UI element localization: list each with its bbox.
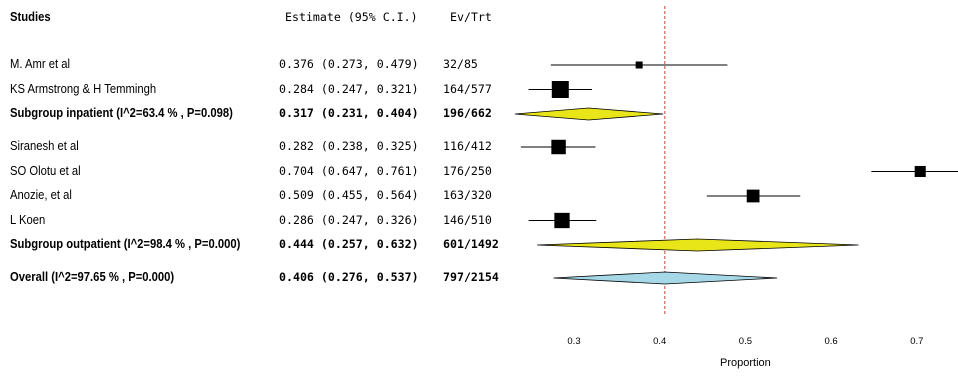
study-ev-trt: 116/412 [443, 139, 492, 153]
header-estimate: Estimate (95% C.I.) [285, 10, 418, 24]
study-marker [914, 165, 926, 178]
study-ev-trt: 163/320 [443, 188, 492, 202]
study-label: L Koen [10, 212, 46, 227]
subgroup-label: Subgroup outpatient (I^2=98.4 % , P=0.00… [10, 237, 241, 251]
study-estimate-text: 0.286 (0.247, 0.326) [279, 212, 419, 227]
study-marker [554, 212, 570, 229]
study-estimate-text: 0.509 (0.455, 0.564) [279, 188, 419, 202]
header-studies: Studies [10, 10, 51, 24]
overall-diamond [553, 271, 778, 285]
x-tick-label: 0.4 [653, 336, 666, 347]
x-tick-label: 0.6 [824, 336, 837, 347]
study-estimate-text: 0.704 (0.647, 0.761) [279, 163, 419, 178]
subgroup-estimate-text: 0.444 (0.257, 0.632) [279, 237, 419, 251]
header-ev-trt: Ev/Trt [450, 10, 492, 24]
study-label: M. Amr et al [10, 57, 71, 71]
subgroup-estimate-text: 0.317 (0.231, 0.404) [279, 106, 419, 120]
overall-ev-trt: 797/2154 [443, 270, 499, 284]
study-ev-trt: 32/85 [443, 57, 478, 71]
study-marker [551, 81, 569, 98]
x-tick-label: 0.7 [910, 336, 923, 347]
study-label: Siranesh et al [10, 139, 79, 153]
study-label: SO Olotu et al [10, 163, 81, 178]
study-label: KS Armstrong & H Temmingh [10, 81, 157, 96]
x-tick-label: 0.5 [739, 336, 752, 347]
subgroup-label: Subgroup inpatient (I^2=63.4 % , P=0.098… [10, 106, 233, 120]
study-estimate-text: 0.282 (0.238, 0.325) [279, 139, 419, 153]
overall-label: Overall (I^2=97.65 % , P=0.000) [10, 270, 175, 284]
overall-estimate-text: 0.406 (0.276, 0.537) [279, 270, 419, 284]
study-marker [635, 61, 643, 69]
subgroup-ev-trt: 601/1492 [443, 237, 499, 251]
study-estimate-text: 0.376 (0.273, 0.479) [279, 57, 419, 71]
study-ev-trt: 146/510 [443, 212, 492, 227]
study-marker [551, 139, 566, 155]
subgroup-ev-trt: 196/662 [443, 106, 492, 120]
subgroup-diamond [537, 238, 859, 252]
x-tick-label: 0.3 [567, 336, 580, 347]
study-ev-trt: 176/250 [443, 163, 492, 178]
study-estimate-text: 0.284 (0.247, 0.321) [279, 81, 419, 96]
study-ev-trt: 164/577 [443, 81, 492, 96]
x-axis-label: Proportion [720, 357, 771, 369]
study-label: Anozie, et al [10, 188, 72, 202]
study-marker [746, 189, 760, 203]
subgroup-diamond [514, 107, 664, 121]
